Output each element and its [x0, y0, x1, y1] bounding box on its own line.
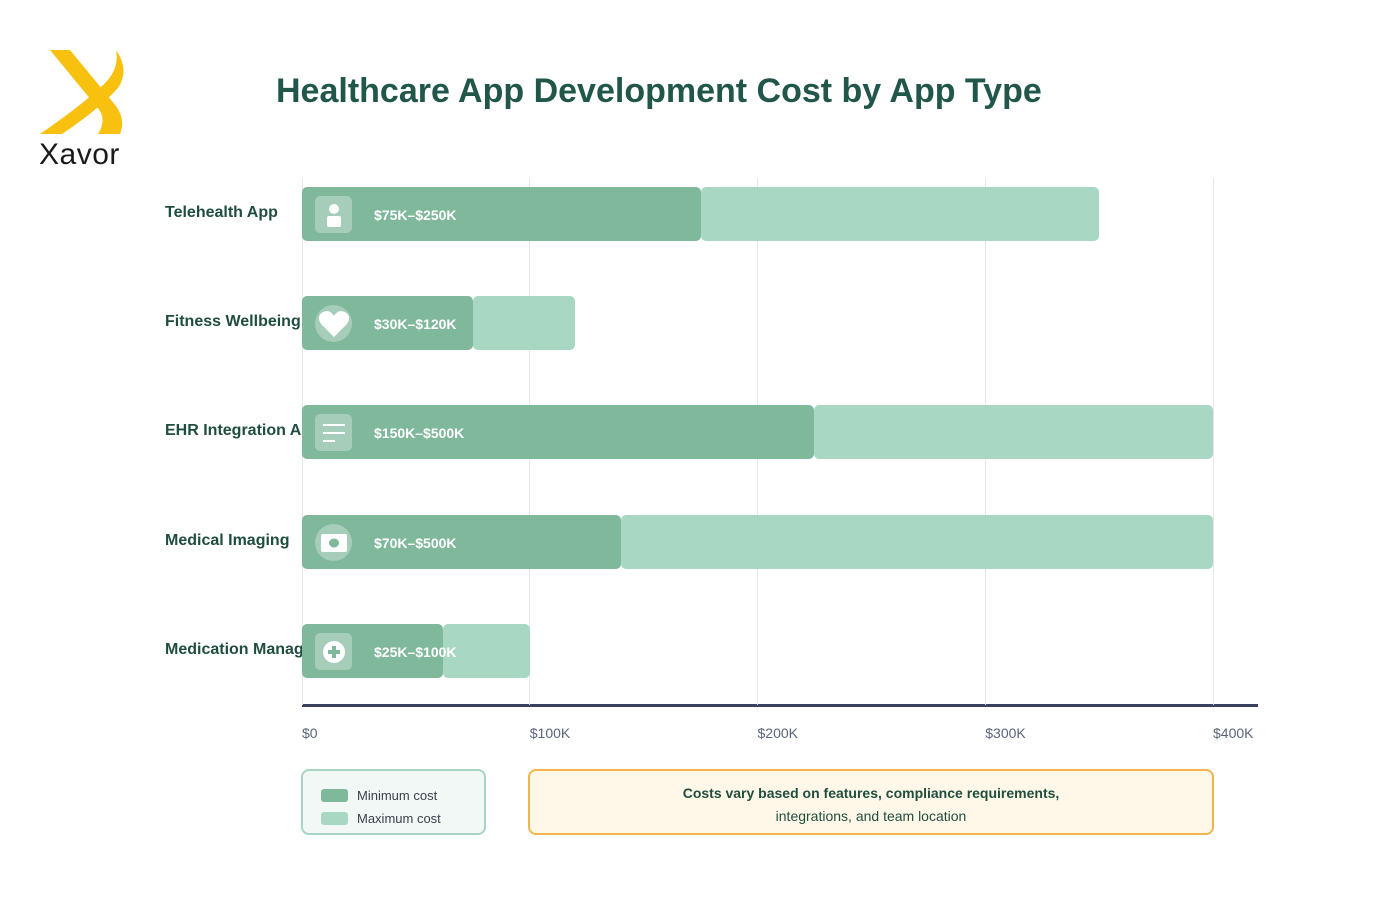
x-tick-label: $0 [302, 725, 318, 741]
bar-value-label: $25K–$100K [374, 644, 457, 660]
chart-title: Healthcare App Development Cost by App T… [276, 72, 1042, 110]
x-tick-label: $400K [1213, 725, 1254, 741]
plus-icon [315, 633, 352, 670]
document-icon [315, 414, 352, 451]
legend-swatch-max [321, 812, 348, 825]
bar-min-cost [302, 515, 621, 569]
note-line-2: integrations, and team location [775, 808, 967, 824]
heart-icon [315, 305, 352, 342]
bar-max-cost [814, 405, 1213, 459]
legend-swatch-min [321, 789, 348, 802]
bar-min-cost [302, 405, 815, 459]
bar-max-cost [472, 296, 576, 350]
gridline [1212, 178, 1214, 705]
x-axis-line [302, 704, 1258, 707]
bar-value-label: $70K–$500K [374, 535, 457, 551]
bar-max-cost [620, 515, 1213, 569]
logo-text: Xavor [39, 138, 120, 171]
note-box: Costs vary based on features, compliance… [528, 769, 1214, 835]
bar-max-cost [443, 624, 530, 678]
category-label: Fitness Wellbeing [165, 313, 301, 330]
legend: Minimum cost Maximum cost [301, 769, 486, 835]
x-tick-label: $100K [529, 725, 571, 741]
category-label: Medication Manag [165, 641, 302, 658]
bar-value-label: $30K–$120K [374, 316, 457, 332]
bar-value-label: $75K–$250K [374, 207, 457, 223]
category-label: EHR Integration A [165, 422, 302, 439]
camera-icon [315, 524, 352, 561]
bar-value-label: $150K–$500K [374, 425, 465, 441]
person-icon [315, 196, 352, 233]
note-line-1: Costs vary based on features, compliance… [682, 785, 1060, 801]
category-label: Medical Imaging [165, 532, 290, 549]
bar-max-cost [700, 187, 1100, 241]
x-tick-label: $300K [985, 725, 1026, 741]
xavor-logo [40, 50, 124, 134]
legend-label-min: Minimum cost [357, 788, 438, 803]
legend-label-max: Maximum cost [357, 811, 441, 826]
x-tick-label: $200K [757, 725, 798, 741]
category-label: Telehealth App [165, 204, 278, 221]
bar-min-cost [302, 187, 701, 241]
